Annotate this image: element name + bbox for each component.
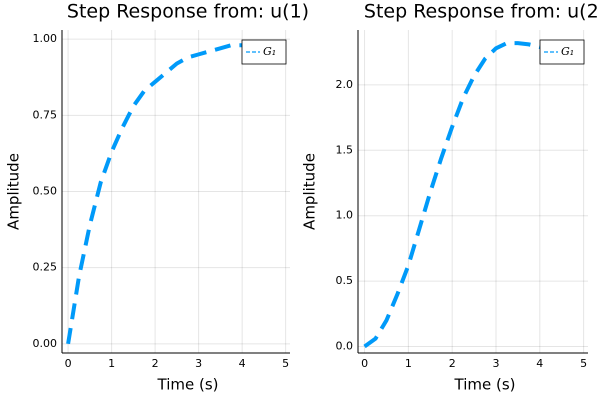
chart-title: Step Response from: u(1) [67,1,309,23]
series-line [363,41,585,349]
y-tick-label: 1.00 [33,32,58,45]
x-tick-label: 5 [282,357,289,370]
x-tick-label: 4 [536,357,543,370]
y-tick-label: 1.5 [336,143,354,156]
plot: 0.00 0.25 0.50 0.75 1.00 0 1 2 3 4 5 Step Response … [5,1,310,394]
y-tick-label: 0.0 [336,339,354,352]
x-tick-label: 0 [361,357,368,370]
x-tick-label: 1 [108,357,115,370]
y-tick-label: 1.0 [336,209,354,222]
y-axis-label: Amplitude [5,153,23,230]
y-tick-label: 0.5 [336,274,354,287]
x-tick-label: 5 [580,357,587,370]
y-tick-label: 0.50 [33,185,58,198]
plot: 0.0 0.5 1.0 1.5 2.0 0 1 2 3 4 5 Step Response from:… [301,1,600,394]
x-tick-label: 3 [195,357,202,370]
x-tick-label: 2 [449,357,456,370]
x-axis-label: Time (s) [454,376,516,394]
legend-label: G₁ [263,45,276,58]
x-tick-label: 4 [239,357,246,370]
x-tick-label: 0 [65,357,72,370]
x-tick-label: 2 [152,357,159,370]
legend-label: G₁ [561,45,574,58]
chart-title: Step Response from: u(2) [364,1,600,23]
y-axis-label: Amplitude [301,153,319,230]
x-axis-label: Time (s) [157,376,219,394]
x-tick-label: 3 [493,357,500,370]
y-tick-label: 2.0 [336,78,354,91]
y-tick-label: 0.25 [33,261,58,274]
series-line [66,40,286,345]
x-tick-label: 1 [405,357,412,370]
y-tick-label: 0.00 [33,337,58,350]
y-tick-label: 0.75 [33,108,58,121]
